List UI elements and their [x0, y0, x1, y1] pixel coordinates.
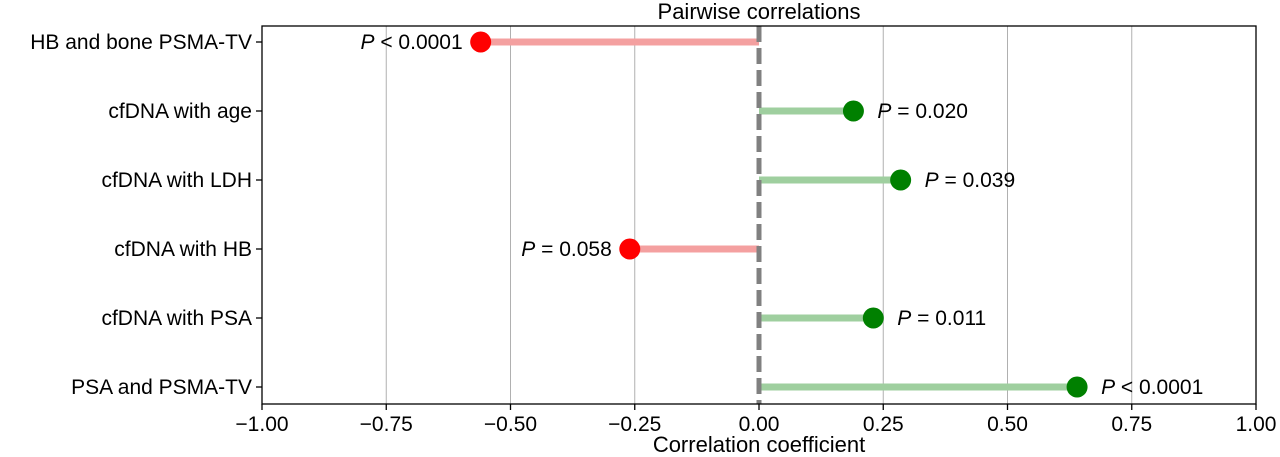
x-tick-label: −1.00	[235, 413, 288, 436]
x-tick-label: −0.75	[360, 413, 413, 436]
x-tick-label: 1.00	[1236, 413, 1277, 436]
category-label: cfDNA with LDH	[101, 169, 252, 192]
x-tick-label: 0.25	[863, 413, 904, 436]
p-value-label: P = 0.039	[925, 169, 1016, 192]
p-value-label: P < 0.0001	[1101, 376, 1203, 399]
lollipop-marker	[470, 31, 492, 53]
category-label: cfDNA with PSA	[101, 307, 252, 330]
x-axis-label: Correlation coefficient	[653, 432, 865, 457]
lollipop-marker	[1066, 376, 1088, 398]
grid-lines	[261, 26, 1257, 404]
category-label: PSA and PSMA-TV	[71, 376, 252, 399]
x-tick-label: 0.00	[739, 413, 780, 436]
category-label: cfDNA with age	[108, 100, 252, 123]
p-value-label: P < 0.0001	[360, 31, 462, 54]
chart-title: Pairwise correlations	[658, 0, 861, 24]
labels: −1.00 −0.75 −0.50 −0.25 0.00 0.25 0.50 0.75 1.00…	[30, 31, 1276, 436]
axis-ticks	[256, 41, 1257, 410]
x-tick-label: 0.75	[1111, 413, 1152, 436]
category-label: HB and bone PSMA-TV	[30, 31, 252, 54]
x-tick-label: −0.25	[608, 413, 661, 436]
category-label: cfDNA with HB	[114, 238, 252, 261]
lollipop-marker	[842, 100, 864, 122]
p-value-label: P = 0.020	[877, 100, 968, 123]
lollipop-marker	[890, 169, 912, 191]
p-value-label: P = 0.058	[521, 238, 612, 261]
lollipop-marker	[862, 307, 884, 329]
lollipop-markers	[470, 31, 1088, 398]
lollipop-marker	[619, 238, 641, 260]
x-tick-label: −0.50	[484, 413, 537, 436]
x-tick-label: 0.50	[987, 413, 1028, 436]
lollipop-stems	[480, 38, 1078, 391]
p-value-label: P = 0.011	[897, 307, 986, 330]
